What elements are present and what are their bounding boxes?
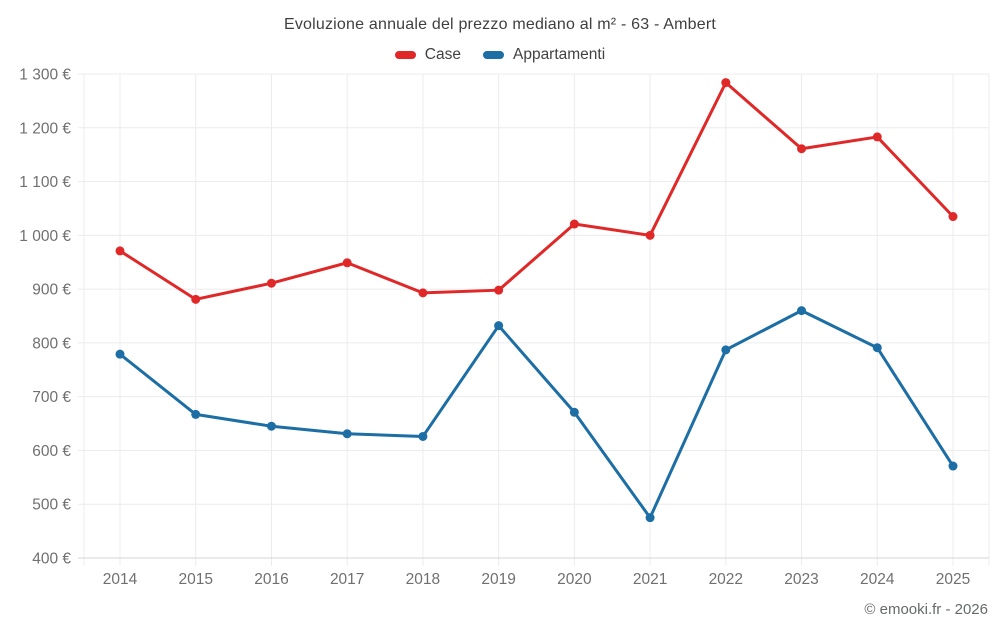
y-axis-tick-label: 1 000 € [19,228,71,245]
x-axis-tick-label: 2024 [860,571,895,588]
x-axis-tick-label: 2021 [633,571,667,588]
data-point-case-2019[interactable] [494,285,504,295]
x-axis-tick-label: 2022 [709,571,743,588]
legend-label-case: Case [424,46,461,63]
x-axis-tick-label: 2016 [254,571,288,588]
watermark-credit: © emooki.fr - 2026 [864,601,988,618]
data-point-case-2025[interactable] [948,212,958,222]
data-point-case-2014[interactable] [115,246,125,256]
x-axis-tick-label: 2025 [936,571,970,588]
data-point-case-2015[interactable] [191,294,201,304]
x-axis-tick-label: 2014 [103,571,138,588]
legend-item-case[interactable]: Case [394,46,461,64]
y-axis-tick-label: 600 € [32,443,71,460]
data-point-case-2020[interactable] [569,219,579,229]
legend-item-appartamenti[interactable]: Appartamenti [482,46,606,64]
x-axis-tick-label: 2020 [557,571,592,588]
y-axis-tick-label: 900 € [32,282,71,299]
series-line-case [118,81,955,301]
data-point-case-2024[interactable] [872,132,882,142]
data-point-appartamenti-2021[interactable] [645,513,655,523]
legend-swatch-case-icon [394,51,416,59]
data-point-appartamenti-2020[interactable] [569,407,579,417]
data-point-appartamenti-2017[interactable] [342,429,352,439]
y-axis-tick-label: 1 100 € [19,174,71,191]
data-point-case-2022[interactable] [721,78,731,88]
data-point-case-2021[interactable] [645,230,655,240]
data-point-appartamenti-2023[interactable] [797,306,807,316]
y-axis-tick-label: 1 300 € [19,67,71,84]
data-point-case-2018[interactable] [418,288,428,298]
y-axis-tick-label: 400 € [32,551,71,568]
legend-swatch-appartamenti-icon [482,51,504,59]
y-axis-tick-label: 500 € [32,497,71,514]
data-point-appartamenti-2018[interactable] [418,431,428,441]
data-point-appartamenti-2019[interactable] [494,321,504,331]
x-axis-tick-label: 2023 [784,571,818,588]
data-point-appartamenti-2024[interactable] [872,343,882,353]
y-axis-tick-label: 700 € [32,389,71,406]
data-point-case-2023[interactable] [797,144,807,154]
chart-title: Evoluzione annuale del prezzo mediano al… [283,16,717,33]
data-point-case-2016[interactable] [266,278,276,288]
data-point-appartamenti-2022[interactable] [721,345,731,355]
x-axis-tick-label: 2019 [481,571,515,588]
legend-label-appartamenti: Appartamenti [512,46,606,63]
data-point-appartamenti-2015[interactable] [191,409,201,419]
y-axis-tick-label: 1 200 € [19,120,71,137]
data-point-appartamenti-2014[interactable] [115,349,125,359]
series-line-appartamenti [118,309,955,520]
data-point-case-2017[interactable] [342,258,352,268]
y-axis-tick-label: 800 € [32,335,71,352]
data-point-appartamenti-2016[interactable] [266,421,276,431]
chart-legend: Case Appartamenti [0,46,1000,64]
x-axis-tick-label: 2018 [406,571,440,588]
data-point-appartamenti-2025[interactable] [948,461,958,471]
x-axis-tick-label: 2017 [330,571,364,588]
x-axis-tick-label: 2015 [178,571,212,588]
